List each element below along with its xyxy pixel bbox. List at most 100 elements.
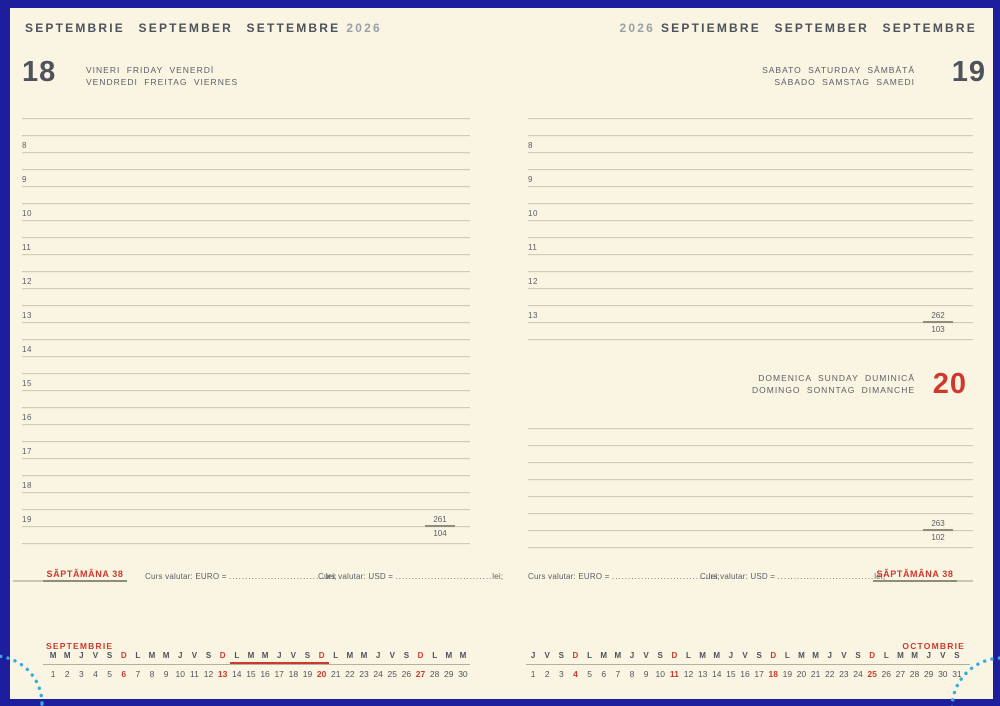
saturday-schedule-hour-8: 8 (528, 141, 533, 150)
friday-schedule-hour-10: 10 (22, 209, 32, 218)
sunday-day-names-line2: DOMINGO SONNTAG DIMANCHE (751, 385, 915, 395)
october-strip-weekday-letter-12: L (686, 651, 691, 660)
september-strip-weekday-letter-23: M (360, 651, 368, 660)
saturday-day-of-year: 262 (931, 311, 945, 320)
currency-suffix: lei; (708, 572, 720, 581)
saturday-schedule-line (528, 271, 973, 273)
september-strip-date-7: 7 (135, 669, 141, 679)
september-strip-weekday-letter-4: V (92, 651, 99, 660)
september-strip-label: SEPTEMBRIE (46, 641, 114, 651)
right-week-underline-dark (873, 580, 957, 582)
saturday-schedule-line (528, 288, 973, 290)
september-strip-weekday-letter-25: V (389, 651, 395, 660)
september-strip-date-28: 28 (429, 669, 440, 679)
october-strip-weekday-letter-6: M (600, 651, 608, 660)
september-strip-weekday-letter-20: D (318, 651, 325, 660)
september-strip-date-22: 22 (345, 669, 355, 679)
currency-rate-usd-right: Curs valutar: USD = ....................… (700, 572, 885, 582)
friday-schedule-hour-14: 14 (22, 345, 32, 354)
october-strip-date-10: 10 (655, 669, 665, 679)
friday-day-names-line1: VINERI FRIDAY VENERDÌ (86, 65, 215, 75)
sunday-day-names: DOMENICA SUNDAY DUMINICĂ DOMINGO SONNTAG… (752, 372, 915, 396)
friday-schedule-hour-16: 16 (22, 413, 32, 422)
friday-schedule-hour-11: 11 (22, 243, 32, 252)
saturday-days-remaining: 103 (931, 325, 945, 334)
september-strip-date-24: 24 (373, 669, 383, 679)
october-strip-date-9: 9 (643, 669, 649, 679)
diary-page-spread (10, 8, 993, 699)
october-strip-weekday-letter-17: S (756, 651, 762, 660)
saturday-schedule-line (528, 203, 973, 205)
currency-suffix: lei; (325, 572, 337, 581)
september-strip-date-25: 25 (387, 669, 397, 679)
september-strip-weekday-letter-2: M (63, 651, 71, 660)
october-strip-label: OCTOMBRIE (902, 641, 965, 651)
saturday-schedule-hour-11: 11 (528, 243, 538, 252)
september-strip-weekday-letter-5: S (106, 651, 113, 660)
october-strip-date-13: 13 (697, 669, 708, 679)
october-strip-weekday-letter-9: V (643, 651, 649, 660)
september-strip-weekday-letter-11: V (191, 651, 198, 660)
saturday-day-names: SABATO SATURDAY SÂMBĂTĂ SÁBADO SAMSTAG S… (762, 64, 915, 88)
october-strip-date-4: 4 (573, 669, 578, 679)
september-strip-weekday-letter-7: L (135, 651, 141, 660)
left-page-header: SEPTEMBRIE SEPTEMBER SETTEMBRE 2026 (25, 21, 382, 35)
september-strip-date-8: 8 (149, 669, 155, 679)
friday-schedule-line (22, 118, 470, 120)
sunday-schedule-line (528, 428, 973, 430)
sunday-schedule-line (528, 462, 973, 464)
october-strip-date-20: 20 (796, 669, 807, 679)
october-strip-date-29: 29 (923, 669, 934, 679)
september-strip-weekday-letter-10: J (178, 651, 183, 660)
saturday-schedule-line (528, 237, 973, 239)
sunday-schedule-line (528, 445, 973, 447)
october-strip-date-1: 1 (530, 669, 536, 679)
friday-schedule-line (22, 135, 470, 137)
october-strip-date-18: 18 (768, 669, 778, 679)
september-strip-date-27: 27 (415, 669, 426, 679)
september-strip-date-16: 16 (260, 669, 270, 679)
october-strip-date-16: 16 (740, 669, 750, 679)
sunday-schedule-line (528, 513, 973, 515)
september-strip-weekday-letter-8: M (148, 651, 156, 660)
september-strip-date-13: 13 (217, 669, 228, 679)
september-strip-weekday-letter-12: S (205, 651, 212, 660)
september-strip-date-20: 20 (316, 669, 327, 679)
september-strip-weekday-letter-19: S (304, 651, 311, 660)
september-strip-weekday-letter-6: D (120, 651, 127, 660)
friday-day-names: VINERI FRIDAY VENERDÌ VENDREDI FREITAG V… (86, 64, 238, 88)
september-strip-date-14: 14 (232, 669, 242, 679)
friday-schedule-hour-9: 9 (22, 175, 27, 184)
friday-schedule-line (22, 424, 470, 426)
september-strip-weekday-letter-17: J (276, 651, 282, 660)
saturday-day-number: 19 (951, 56, 986, 88)
currency-dotted-leader: .............................. (612, 572, 709, 581)
september-strip-date-17: 17 (274, 669, 284, 679)
october-strip-rule (526, 664, 970, 665)
right-month-names: SEPTIEMBRE SEPTEMBER SEPTEMBRE (660, 21, 977, 35)
october-strip-weekday-letter-31: S (954, 651, 960, 660)
september-strip-date-4: 4 (93, 669, 98, 679)
friday-schedule-line (22, 492, 470, 494)
friday-schedule-hour-18: 18 (22, 481, 32, 490)
september-strip-weekday-letter-13: D (219, 651, 226, 660)
right-week-label: SĂPTĂMÂNA 38 (876, 569, 954, 579)
friday-days-remaining: 104 (433, 529, 447, 538)
october-strip-date-23: 23 (839, 669, 849, 679)
october-strip-weekday-letter-21: M (812, 651, 819, 660)
friday-schedule-hour-12: 12 (22, 277, 32, 286)
september-strip-weekday-letter-28: L (432, 651, 438, 660)
friday-schedule-line (22, 237, 470, 239)
friday-schedule-line (22, 509, 470, 511)
october-strip-weekday-letter-3: S (558, 651, 564, 660)
september-strip-weekday-letter-21: L (333, 651, 339, 660)
friday-schedule-line (22, 322, 470, 324)
friday-schedule-line (22, 220, 470, 222)
october-strip-weekday-letter-8: J (629, 651, 635, 660)
october-strip-weekday-letter-20: M (798, 651, 805, 660)
october-strip-weekday-letter-14: M (713, 651, 721, 660)
saturday-schedule-hour-13: 13 (528, 311, 538, 320)
saturday-schedule-line (528, 152, 973, 154)
saturday-schedule-line (528, 118, 973, 120)
september-strip-weekday-letter-18: V (290, 651, 296, 660)
